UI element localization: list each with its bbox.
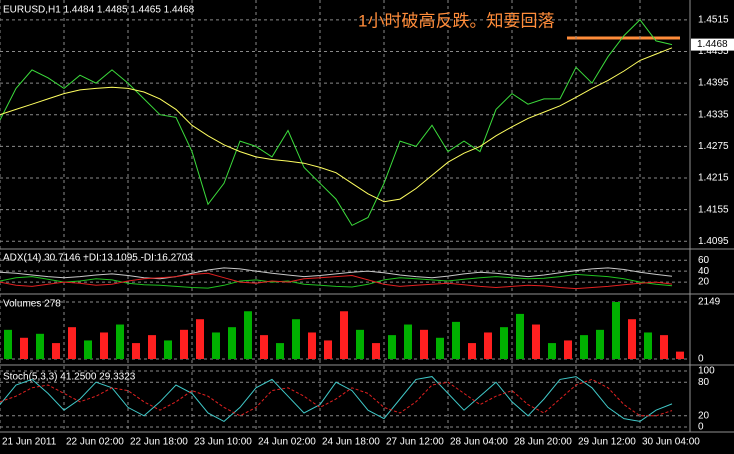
volume-bar <box>564 340 572 359</box>
y-tick-label: 80 <box>698 377 710 388</box>
x-tick-label: 29 Jun 12:00 <box>578 437 636 448</box>
volume-bar <box>324 340 332 359</box>
y-tick-label: 1.4395 <box>698 78 729 89</box>
y-tick-label: 60 <box>698 255 710 266</box>
volume-bar <box>132 343 140 359</box>
volume-bar <box>628 319 636 359</box>
volume-bar <box>372 343 380 359</box>
x-tick-label: 23 Jun 10:00 <box>194 437 252 448</box>
panel-title: Volumes 278 <box>3 299 61 310</box>
volume-bar <box>356 329 364 359</box>
x-tick-label: 22 Jun 18:00 <box>130 437 188 448</box>
series-line <box>0 47 673 203</box>
series-line <box>0 272 673 290</box>
y-tick-label: 1.4335 <box>698 109 729 120</box>
volume-bar <box>36 333 44 359</box>
volume-bar <box>52 343 60 359</box>
y-tick-label: 0 <box>698 354 704 365</box>
y-tick-label: 20 <box>698 410 710 421</box>
volume-bar <box>420 329 428 359</box>
volume-bar <box>196 319 204 359</box>
volume-bar <box>468 343 476 359</box>
volume-bar <box>500 327 508 359</box>
price-label-box <box>691 38 734 51</box>
x-tick-label: 24 Jun 18:00 <box>322 437 380 448</box>
x-tick-label: 24 Jun 02:00 <box>258 437 316 448</box>
y-tick-label: 1.4455 <box>698 46 729 57</box>
volume-bar <box>4 329 12 359</box>
volume-bar <box>436 337 444 359</box>
volume-bar <box>308 332 316 359</box>
volume-bar <box>516 313 524 359</box>
volume-bar <box>228 327 236 359</box>
volume-bar <box>580 335 588 359</box>
volume-bar <box>484 332 492 359</box>
y-tick-label: 1.4095 <box>698 236 729 247</box>
price-label: 1.4468 <box>697 39 728 50</box>
panel-title: ADX(14) 30.7146 +DI:13.1095 -DI:16.2703 <box>3 253 193 264</box>
annotation: 1小时破高反跌。知要回落 <box>358 11 554 30</box>
y-tick-label: 1.4275 <box>698 141 729 152</box>
volume-bar <box>596 329 604 359</box>
volume-bar <box>644 332 652 359</box>
y-tick-label: 1.4215 <box>698 173 729 184</box>
series-line <box>0 378 673 417</box>
y-tick-label: 1.4155 <box>698 204 729 215</box>
volume-bar <box>164 340 172 359</box>
volume-bar <box>100 332 108 359</box>
volume-bar <box>244 311 252 359</box>
y-tick-label: 20 <box>698 277 710 288</box>
volume-bar <box>84 340 92 359</box>
x-tick-label: 30 Jun 04:00 <box>642 437 700 448</box>
volume-bar <box>452 321 460 359</box>
series-line <box>0 273 673 289</box>
panel-title: Stoch(5,3,3) 41.2500 29.3323 <box>3 372 136 383</box>
x-tick-label: 21 Jun 2011 <box>2 437 57 448</box>
volume-bar <box>404 324 412 359</box>
volume-bar <box>340 311 348 359</box>
volume-bar <box>292 319 300 359</box>
volume-bar <box>276 343 284 359</box>
volume-bar <box>180 329 188 359</box>
x-tick-label: 28 Jun 20:00 <box>514 437 572 448</box>
y-tick-label: 40 <box>698 266 710 277</box>
y-tick-label: 100 <box>698 366 715 377</box>
volume-bar <box>260 335 268 359</box>
volume-bar <box>676 351 684 359</box>
volume-bar <box>148 335 156 359</box>
y-tick-label: 0 <box>698 422 704 433</box>
volume-bar <box>388 335 396 359</box>
volume-bar <box>532 324 540 359</box>
volume-bar <box>660 335 668 359</box>
x-tick-label: 22 Jun 02:00 <box>66 437 124 448</box>
volume-bar <box>68 327 76 359</box>
volume-bar <box>548 343 556 359</box>
volume-bar <box>612 302 620 359</box>
x-tick-label: 27 Jun 12:00 <box>386 437 444 448</box>
volume-bar <box>20 337 28 359</box>
series-line <box>0 267 673 280</box>
x-tick-label: 28 Jun 04:00 <box>450 437 508 448</box>
y-tick-label: 1.4515 <box>698 14 729 25</box>
volume-bar <box>212 332 220 359</box>
panel-title: EURUSD,H1 1.4484 1.4485 1.4465 1.4468 <box>3 5 195 16</box>
series-line <box>0 19 673 227</box>
y-tick-label: 2149 <box>698 297 721 308</box>
volume-bar <box>116 324 124 359</box>
